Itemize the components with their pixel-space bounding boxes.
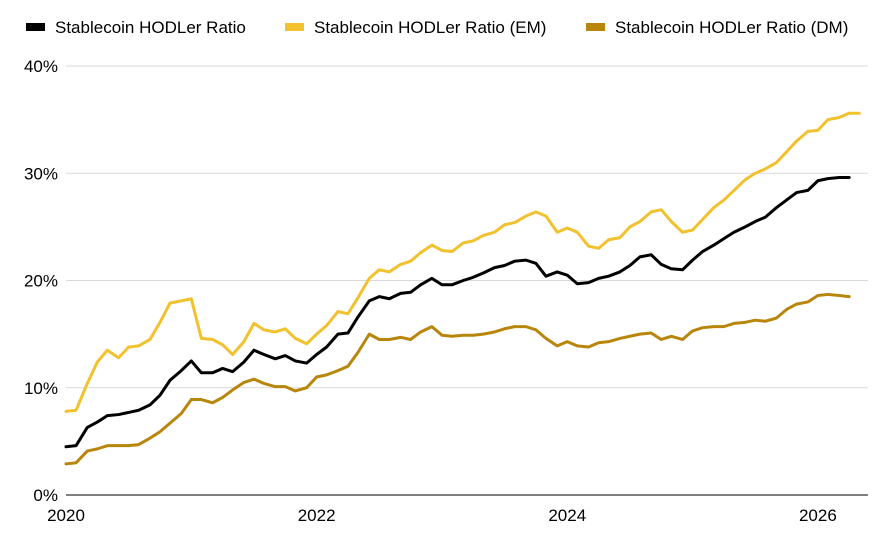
legend-swatch: [26, 23, 45, 31]
x-tick-label: 2024: [548, 506, 586, 525]
series-line-em: [64, 111, 861, 413]
legend-label: Stablecoin HODLer Ratio (EM): [314, 18, 546, 37]
legend-item: Stablecoin HODLer Ratio: [26, 18, 246, 37]
legend-label: Stablecoin HODLer Ratio (DM): [615, 18, 848, 37]
x-axis-ticks: 2020 2022 2024 2026: [47, 506, 837, 525]
gridlines: [66, 65, 868, 389]
series-group: [64, 111, 861, 466]
legend-label: Stablecoin HODLer Ratio: [55, 18, 246, 37]
series-line-overall: [64, 176, 851, 449]
y-tick-label: 0%: [33, 486, 58, 505]
legend-item: Stablecoin HODLer Ratio (DM): [586, 18, 848, 37]
y-axis-ticks: 0% 10% 20% 30% 40%: [24, 57, 58, 505]
series-line-dm: [64, 292, 851, 466]
y-tick-label: 30%: [24, 164, 58, 183]
legend-swatch: [586, 23, 605, 31]
x-tick-label: 2020: [47, 506, 85, 525]
legend-item: Stablecoin HODLer Ratio (EM): [285, 18, 546, 37]
legend: Stablecoin HODLer Ratio Stablecoin HODLer…: [26, 18, 848, 37]
x-tick-label: 2026: [799, 506, 837, 525]
x-tick-label: 2022: [298, 506, 336, 525]
legend-swatch: [285, 23, 304, 31]
y-tick-label: 40%: [24, 57, 58, 76]
y-tick-label: 10%: [24, 379, 58, 398]
y-tick-label: 20%: [24, 272, 58, 291]
